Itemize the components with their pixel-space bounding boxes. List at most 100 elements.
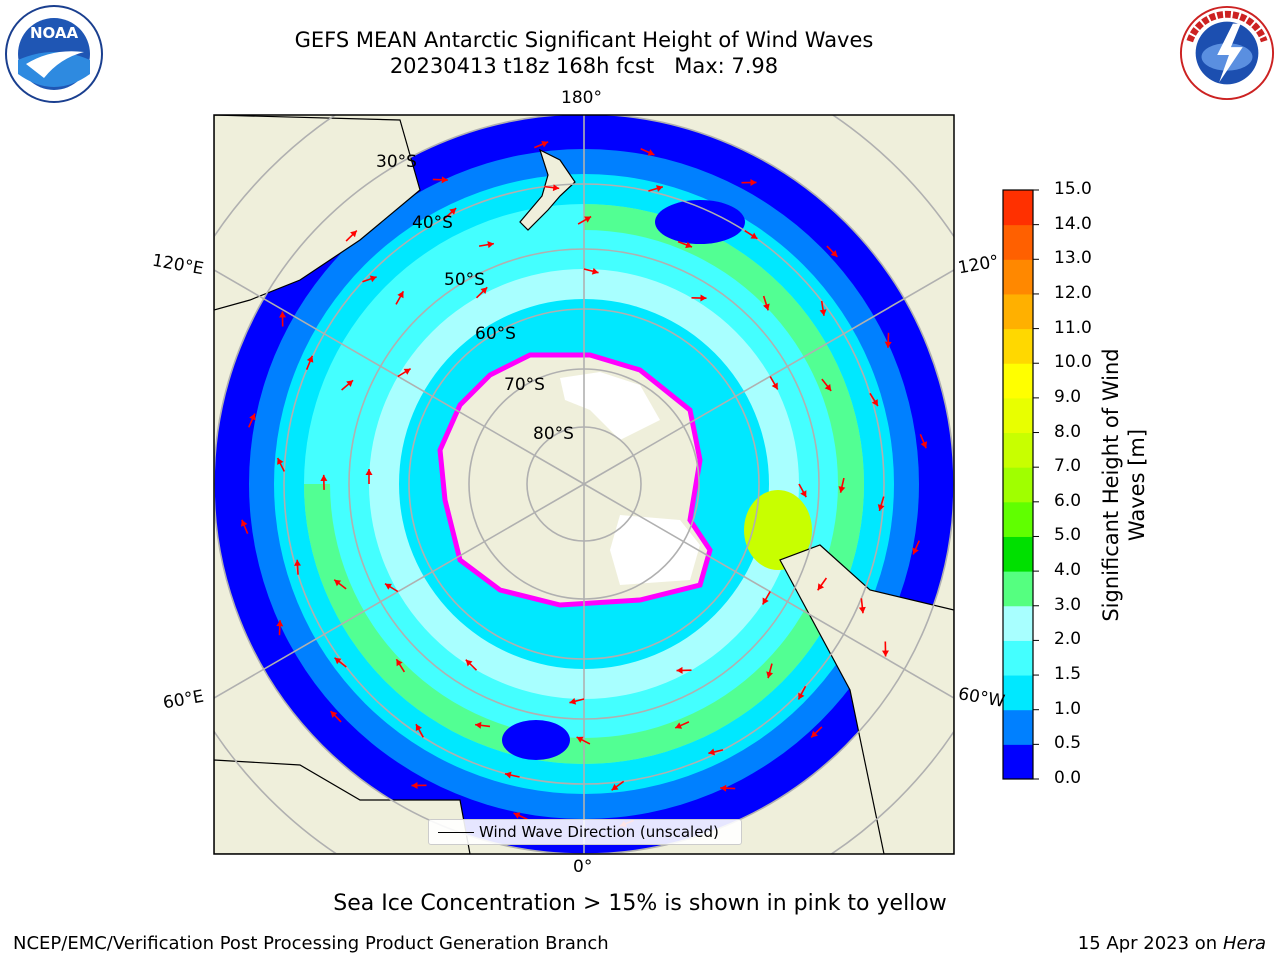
wind-wave-arrow bbox=[838, 477, 846, 493]
lat-label-40s: 40°S bbox=[412, 213, 453, 233]
colorbar-bin bbox=[1003, 744, 1033, 780]
wind-wave-arrow bbox=[279, 311, 287, 327]
wind-wave-arrow bbox=[320, 474, 328, 490]
colorbar-label: Significant Height of Wind Waves [m] bbox=[1098, 325, 1158, 645]
colorbar-tick-label: 13.0 bbox=[1054, 248, 1092, 269]
wind-wave-arrow bbox=[365, 469, 373, 484]
colorbar-tick-label: 3.0 bbox=[1054, 594, 1082, 615]
lat-label-70s: 70°S bbox=[504, 375, 545, 395]
map-legend: Wind Wave Direction (unscaled) bbox=[428, 819, 742, 845]
legend-label: Wind Wave Direction (unscaled) bbox=[479, 823, 719, 841]
wave-low-patch bbox=[502, 720, 570, 760]
wind-wave-arrow bbox=[677, 240, 693, 249]
wind-wave-arrow bbox=[513, 812, 528, 820]
colorbar-bin bbox=[1003, 259, 1033, 295]
longitude-grid bbox=[214, 115, 954, 854]
wind-wave-arrow bbox=[881, 641, 889, 657]
wind-wave-arrow bbox=[676, 666, 692, 674]
wind-wave-arrow bbox=[869, 392, 879, 407]
colorbar-bin bbox=[1003, 397, 1033, 434]
wind-wave-arrow bbox=[674, 721, 690, 729]
wind-wave-arrow bbox=[248, 413, 256, 428]
wind-wave-arrow bbox=[912, 540, 920, 555]
colorbar-bin bbox=[1003, 571, 1033, 607]
wind-wave-arrow bbox=[691, 294, 707, 302]
lon-label-0: 0° bbox=[573, 857, 593, 877]
lat-label-60s: 60°S bbox=[475, 324, 516, 344]
africa-landmass bbox=[214, 759, 471, 854]
colorbar-bin bbox=[1003, 190, 1033, 226]
colorbar-bin bbox=[1003, 293, 1033, 330]
colorbar-tick-label: 15.0 bbox=[1054, 179, 1092, 199]
colorbar-tick-label: 5.0 bbox=[1054, 525, 1082, 546]
wind-wave-arrow bbox=[810, 726, 823, 738]
wind-wave-arrow bbox=[395, 658, 406, 673]
colorbar-bin bbox=[1003, 536, 1033, 572]
wind-wave-arrow bbox=[333, 579, 347, 590]
wind-wave-arrow bbox=[819, 300, 827, 316]
wind-wave-arrow bbox=[362, 275, 377, 283]
wave-low-patch-2 bbox=[655, 200, 745, 244]
sea-ice-note: Sea Ice Concentration > 15% is shown in … bbox=[333, 891, 947, 916]
wind-wave-arrow bbox=[611, 780, 625, 791]
colorbar-tick-label: 7.0 bbox=[1054, 456, 1082, 477]
colorbar-bin bbox=[1003, 432, 1033, 468]
generation-host: Hera bbox=[1222, 933, 1266, 954]
wind-wave-arrow bbox=[397, 368, 412, 378]
colorbar-bin bbox=[1003, 675, 1033, 711]
wind-wave-arrow bbox=[240, 519, 249, 534]
colorbar-bin bbox=[1003, 709, 1033, 745]
wind-wave-arrow bbox=[744, 230, 758, 240]
lat-label-50s: 50°S bbox=[444, 270, 485, 290]
wind-wave-arrow bbox=[478, 241, 495, 249]
wind-wave-arrow bbox=[334, 657, 347, 668]
colorbar-tick-label: 4.0 bbox=[1054, 560, 1082, 581]
wind-wave-arrow bbox=[475, 286, 488, 299]
wind-wave-arrow bbox=[720, 784, 736, 792]
ice-shelf-weddell bbox=[610, 515, 700, 585]
wind-wave-arrow bbox=[474, 721, 491, 729]
generation-date: 15 Apr 2023 on bbox=[1077, 933, 1218, 954]
wind-wave-arrow bbox=[330, 710, 342, 723]
colorbar-tick-label: 10.0 bbox=[1054, 352, 1092, 373]
wind-wave-arrow bbox=[411, 781, 427, 789]
colorbar-tick-label: 12.0 bbox=[1054, 282, 1092, 303]
colorbar-tick-label: 0.5 bbox=[1054, 733, 1082, 754]
wind-wave-arrow bbox=[544, 184, 560, 192]
colorbar-tick-label: 8.0 bbox=[1054, 421, 1082, 442]
wind-wave-arrow bbox=[708, 748, 724, 756]
colorbar-tick-label: 9.0 bbox=[1054, 386, 1082, 407]
colorbar-tick-label: 1.5 bbox=[1054, 664, 1082, 685]
wind-wave-arrow bbox=[919, 434, 928, 449]
colorbar-bin bbox=[1003, 224, 1033, 260]
wind-wave-arrow bbox=[444, 207, 457, 219]
wind-wave-arrow bbox=[345, 230, 358, 242]
wind-wave-arrow bbox=[534, 140, 549, 149]
wind-wave-arrow bbox=[569, 697, 585, 705]
wave-max-patch bbox=[744, 490, 812, 570]
colorbar-bin bbox=[1003, 640, 1033, 676]
wind-wave-arrow bbox=[432, 176, 448, 184]
lat-label-80s: 80°S bbox=[533, 424, 574, 444]
wind-wave-arrow bbox=[817, 577, 828, 591]
colorbar-tick-label: 2.0 bbox=[1054, 629, 1082, 650]
colorbar-tick-label: 14.0 bbox=[1054, 213, 1092, 234]
wind-wave-arrow bbox=[465, 659, 478, 671]
colorbar-frame bbox=[1002, 189, 1034, 780]
wind-wave-arrow bbox=[640, 148, 655, 156]
wind-wave-arrow bbox=[577, 215, 592, 225]
wind-wave-arrow bbox=[583, 267, 599, 275]
colorbar-tick-label: 11.0 bbox=[1054, 317, 1092, 338]
wind-wave-arrow bbox=[305, 355, 314, 370]
colorbar-bin bbox=[1003, 501, 1033, 537]
lon-label-180: 180° bbox=[561, 88, 602, 108]
wind-wave-direction-arrows bbox=[240, 140, 928, 828]
colorbar bbox=[1002, 189, 1039, 780]
wind-wave-arrow bbox=[384, 583, 399, 593]
wind-wave-arrow bbox=[821, 378, 832, 392]
wind-wave-arrow bbox=[415, 723, 424, 738]
wind-wave-arrow bbox=[504, 771, 520, 779]
wind-wave-arrow bbox=[276, 620, 284, 636]
ice-shelf-ross bbox=[560, 372, 660, 440]
